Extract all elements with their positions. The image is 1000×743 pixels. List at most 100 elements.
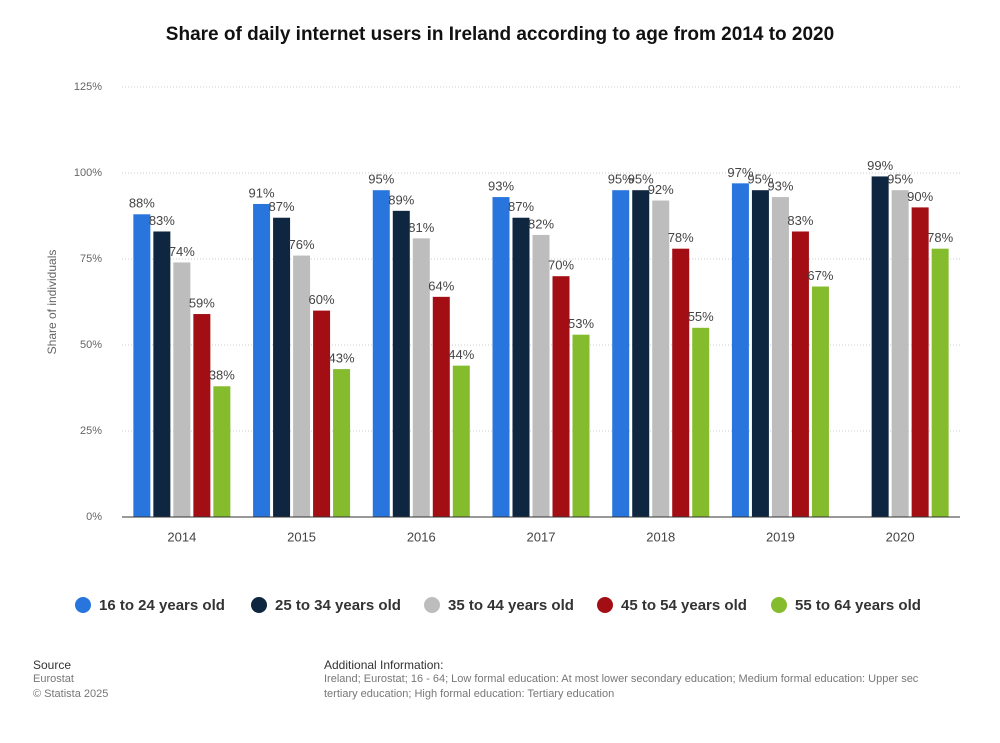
value-label: 87% (269, 199, 295, 214)
value-label: 95% (747, 172, 773, 187)
value-label: 59% (189, 295, 215, 310)
value-label: 97% (727, 165, 753, 180)
bar (333, 369, 351, 517)
bar (652, 200, 670, 517)
legend-marker (75, 597, 91, 613)
bar (771, 197, 789, 517)
value-label: 38% (209, 368, 235, 383)
bar (133, 214, 151, 517)
legend-label: 55 to 64 years old (795, 597, 921, 614)
info-line: Ireland; Eurostat; 16 - 64; Low formal e… (324, 673, 919, 685)
bar (512, 217, 530, 517)
value-label: 67% (807, 268, 833, 283)
chart: Share of daily internet users in Ireland… (45, 24, 960, 614)
x-tick-label: 2020 (886, 529, 915, 544)
x-tick-label: 2018 (646, 529, 675, 544)
value-label: 53% (568, 316, 594, 331)
value-label: 95% (887, 172, 913, 187)
bar (193, 314, 211, 517)
value-label: 91% (249, 185, 275, 200)
value-label: 95% (368, 172, 394, 187)
bar (313, 310, 331, 517)
value-label: 83% (149, 213, 175, 228)
y-tick-label: 50% (80, 339, 102, 351)
bar (253, 203, 271, 517)
info-block: Additional Information: Ireland; Eurosta… (324, 658, 1000, 702)
bar (891, 190, 909, 517)
bar (931, 248, 949, 517)
value-label: 95% (608, 172, 634, 187)
bar (392, 210, 410, 517)
bar (432, 296, 450, 517)
copyright: © Statista 2025 (33, 688, 109, 700)
bar (452, 365, 470, 517)
value-label: 99% (867, 158, 893, 173)
bar (372, 190, 390, 517)
y-tick-label: 75% (80, 253, 102, 265)
value-label: 90% (907, 189, 933, 204)
bar (173, 262, 191, 517)
source-title: Source (33, 658, 72, 672)
value-label: 70% (548, 258, 574, 273)
y-tick-label: 100% (74, 167, 102, 179)
x-tick-label: 2015 (287, 529, 316, 544)
x-tick-label: 2017 (527, 529, 556, 544)
y-tick-label: 25% (80, 425, 102, 437)
info-title: Additional Information: (324, 658, 444, 672)
bar (811, 286, 829, 517)
bar (153, 231, 171, 518)
legend-marker (424, 597, 440, 613)
value-label: 93% (767, 179, 793, 194)
value-label: 44% (448, 347, 474, 362)
bar (532, 234, 550, 518)
bar (552, 276, 570, 517)
value-label: 95% (628, 172, 654, 187)
legend-label: 25 to 34 years old (275, 597, 401, 614)
value-label: 82% (528, 216, 554, 231)
legend-label: 45 to 54 years old (621, 597, 747, 614)
value-label: 55% (688, 309, 714, 324)
value-label: 92% (648, 182, 674, 197)
bar (213, 386, 231, 517)
bar (572, 334, 590, 517)
legend-marker (251, 597, 267, 613)
bar (632, 190, 650, 517)
legend-label: 35 to 44 years old (448, 597, 574, 614)
value-label: 78% (668, 230, 694, 245)
value-label: 43% (329, 351, 355, 366)
legend-label: 16 to 24 years old (99, 597, 225, 614)
value-label: 87% (508, 199, 534, 214)
bar (731, 183, 749, 517)
value-label: 64% (428, 278, 454, 293)
info-line: tertiary education; High formal educatio… (324, 688, 615, 700)
bar (692, 327, 710, 517)
bar (492, 197, 510, 517)
x-tick-label: 2016 (407, 529, 436, 544)
y-tick-label: 0% (86, 511, 102, 523)
x-tick-label: 2014 (167, 529, 196, 544)
value-label: 60% (309, 292, 335, 307)
legend-marker (597, 597, 613, 613)
value-label: 89% (388, 192, 414, 207)
y-axis-label: Share of individuals (45, 250, 59, 355)
bar (612, 190, 630, 517)
legend-marker (771, 597, 787, 613)
bar (791, 231, 809, 518)
y-tick-label: 125% (74, 81, 102, 93)
value-label: 81% (408, 220, 434, 235)
bar (293, 255, 311, 517)
value-label: 83% (787, 213, 813, 228)
bar (273, 217, 291, 517)
value-label: 88% (129, 196, 155, 211)
x-tick-label: 2019 (766, 529, 795, 544)
bar (871, 176, 889, 517)
source: Eurostat (33, 673, 74, 685)
bar (751, 190, 769, 517)
value-label: 93% (488, 179, 514, 194)
chart-title: Share of daily internet users in Ireland… (166, 24, 834, 45)
bar (911, 207, 929, 517)
source-block: Source Eurostat © Statista 2025 (33, 658, 108, 702)
value-label: 74% (169, 244, 195, 259)
bar (672, 248, 690, 517)
